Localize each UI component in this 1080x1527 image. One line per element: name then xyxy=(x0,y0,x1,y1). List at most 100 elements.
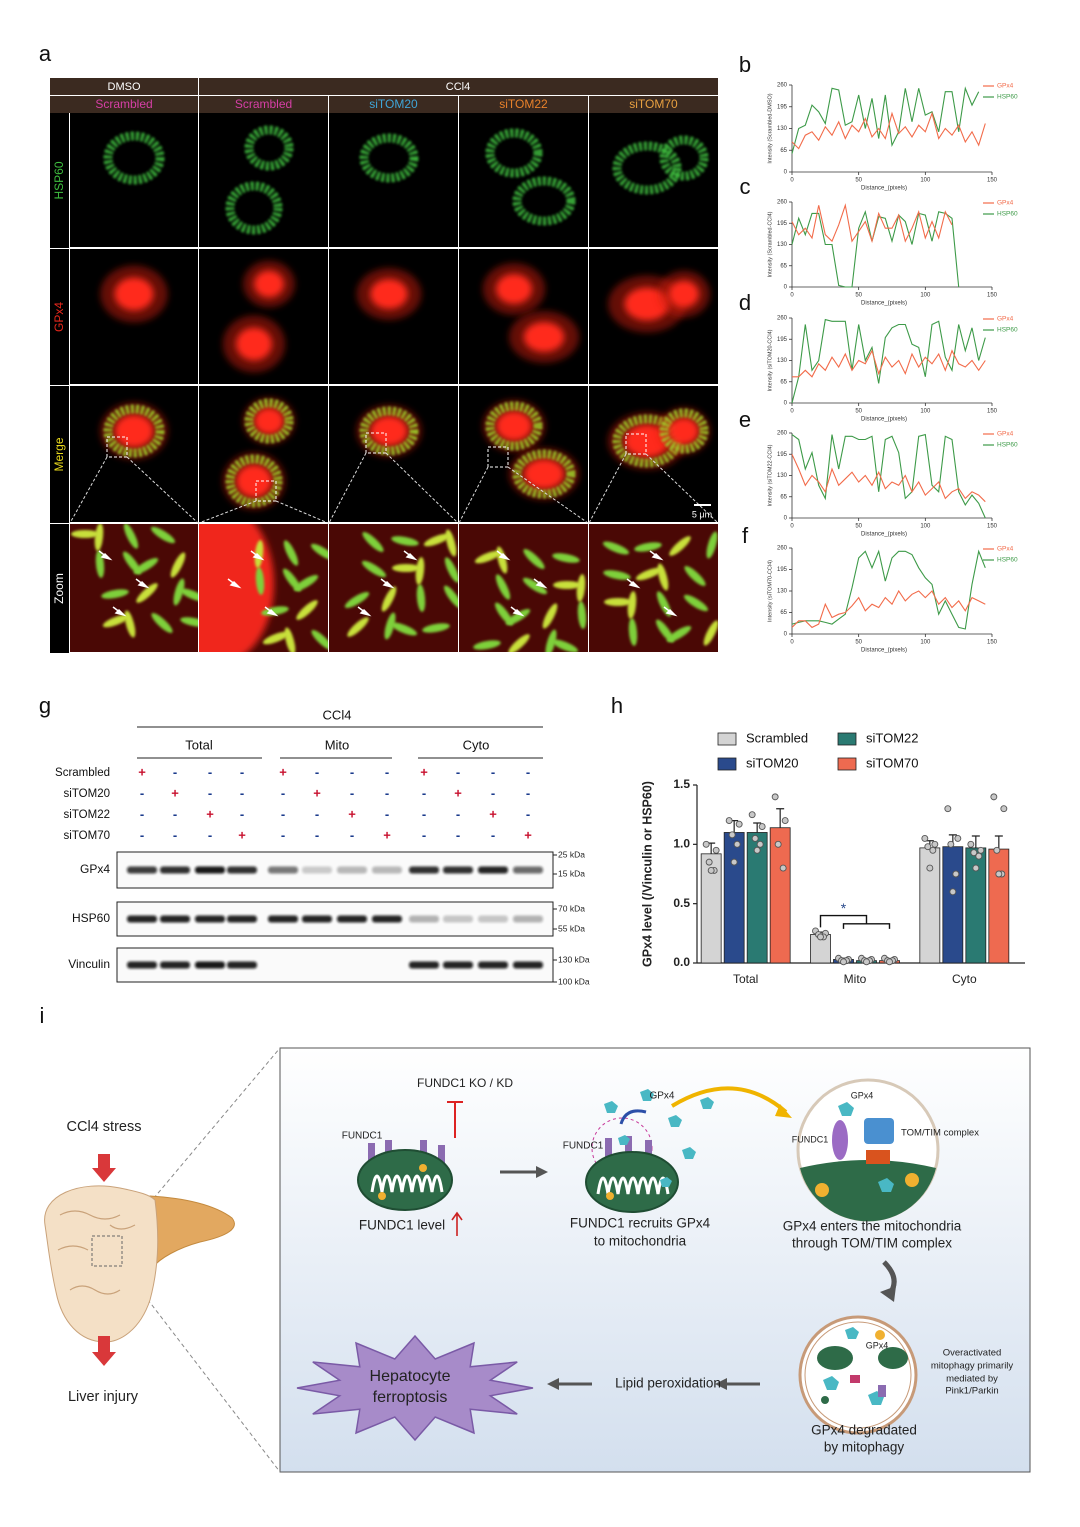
x-tick-label: 50 xyxy=(855,640,862,646)
down-arrow xyxy=(92,1154,116,1182)
arrow-marker xyxy=(264,606,279,617)
receptor xyxy=(625,1136,632,1158)
y-tick-label: 65 xyxy=(780,610,787,616)
legend-swatch xyxy=(837,757,857,771)
receptor xyxy=(438,1145,445,1165)
arrow-marker xyxy=(626,578,641,589)
micrograph xyxy=(459,113,588,247)
sign: - xyxy=(281,806,285,821)
condition-label: siTOM70 xyxy=(629,97,678,111)
row-label: Merge xyxy=(52,437,66,471)
injury-label: Liver injury xyxy=(68,1389,139,1405)
line-series xyxy=(791,86,980,154)
micrograph xyxy=(329,113,458,247)
arrow-head xyxy=(775,1104,792,1118)
sign: + xyxy=(420,764,428,779)
gpx4-signal xyxy=(114,277,154,311)
panel-label: f xyxy=(742,523,749,548)
gpx4-label: GPx4 xyxy=(851,1090,874,1100)
blot-band xyxy=(195,961,225,969)
arrow-marker xyxy=(533,578,548,589)
mito-matrix xyxy=(800,1160,936,1222)
sign: + xyxy=(313,785,321,800)
blot-band xyxy=(227,915,257,923)
blot-band xyxy=(127,866,157,874)
micrograph xyxy=(459,386,588,522)
hsp60-signal xyxy=(474,550,502,564)
sign: - xyxy=(456,806,460,821)
hsp60-signal xyxy=(522,577,548,595)
gpx4-signal xyxy=(523,322,565,352)
gpx4-signal xyxy=(114,414,154,448)
data-point xyxy=(730,858,738,866)
group-label: DMSO xyxy=(108,81,141,93)
row-label: GPx4 xyxy=(52,302,66,332)
condition-label: Scrambled xyxy=(95,97,152,111)
zoom-box xyxy=(365,432,387,454)
hsp60-signal xyxy=(103,131,165,185)
y-tick-label: 130 xyxy=(777,589,788,595)
row-label: Zoom xyxy=(52,573,66,604)
hsp60-signal xyxy=(359,406,419,456)
sign: - xyxy=(240,785,244,800)
gpx4-signal xyxy=(496,274,532,304)
starburst-group xyxy=(296,1334,534,1442)
liver-texture xyxy=(57,1210,136,1295)
x-tick-label: 100 xyxy=(920,640,931,646)
micrograph xyxy=(459,524,588,652)
x-tick-label: 50 xyxy=(855,524,862,530)
x-tick-label: 0 xyxy=(790,524,794,530)
y-tick-label: 260 xyxy=(777,431,788,437)
sign: + xyxy=(489,806,497,821)
data-point xyxy=(931,840,939,848)
blot-band xyxy=(513,915,543,923)
down-arrow xyxy=(92,1336,116,1366)
hsp60-signal xyxy=(136,583,158,603)
data-point xyxy=(748,811,756,819)
hsp60-signal xyxy=(602,541,630,555)
x-tick-label: 50 xyxy=(855,178,862,184)
data-point xyxy=(995,870,1003,878)
y-tick-label: 195 xyxy=(777,104,788,110)
significance-bracket xyxy=(819,914,891,929)
y-axis-label: Intensity (siTOM20-CCl4) xyxy=(767,329,773,391)
sign: - xyxy=(208,827,212,842)
x-tick-label: 100 xyxy=(920,178,931,184)
data-point xyxy=(886,958,893,966)
recruit-arrow xyxy=(619,1109,647,1125)
hsp60-signal xyxy=(485,401,543,451)
y-tick-label: 0 xyxy=(784,170,788,176)
hsp60-signal xyxy=(627,591,637,619)
dot xyxy=(606,1192,614,1200)
blot-band xyxy=(127,915,157,923)
hsp60-signal xyxy=(423,533,451,547)
zoom-line xyxy=(121,1047,281,1237)
data-point xyxy=(929,846,937,854)
data-point xyxy=(774,840,782,848)
blot-band xyxy=(160,866,190,874)
x-tick-label: 100 xyxy=(920,409,931,415)
y-axis-label: GPx4 level (/Vinculin or HSP60) xyxy=(640,781,654,967)
gpx4-signal xyxy=(523,459,565,489)
blot-label: GPx4 xyxy=(80,862,110,876)
data-point xyxy=(751,834,759,842)
note: mediated by xyxy=(946,1374,998,1385)
hsp60-signal xyxy=(392,564,420,572)
hsp60-signal xyxy=(244,398,294,444)
sign: - xyxy=(422,806,426,821)
data-point xyxy=(921,834,929,842)
header-bar xyxy=(50,78,718,95)
y-tick-label: 130 xyxy=(777,126,788,132)
hsp60-signal xyxy=(293,575,319,591)
y-tick-label: 0 xyxy=(784,632,788,638)
marker-label: 130 kDa xyxy=(558,954,590,964)
data-point xyxy=(705,858,713,866)
line-series xyxy=(791,433,986,519)
hsp60-signal xyxy=(133,558,159,574)
micrograph-bg xyxy=(459,113,588,247)
legend-label: HSP60 xyxy=(997,327,1018,334)
data-point xyxy=(952,870,960,878)
sign: + xyxy=(348,806,356,821)
gpx4-label: GPx4 xyxy=(649,1091,674,1102)
mito-fragment xyxy=(817,1346,853,1370)
